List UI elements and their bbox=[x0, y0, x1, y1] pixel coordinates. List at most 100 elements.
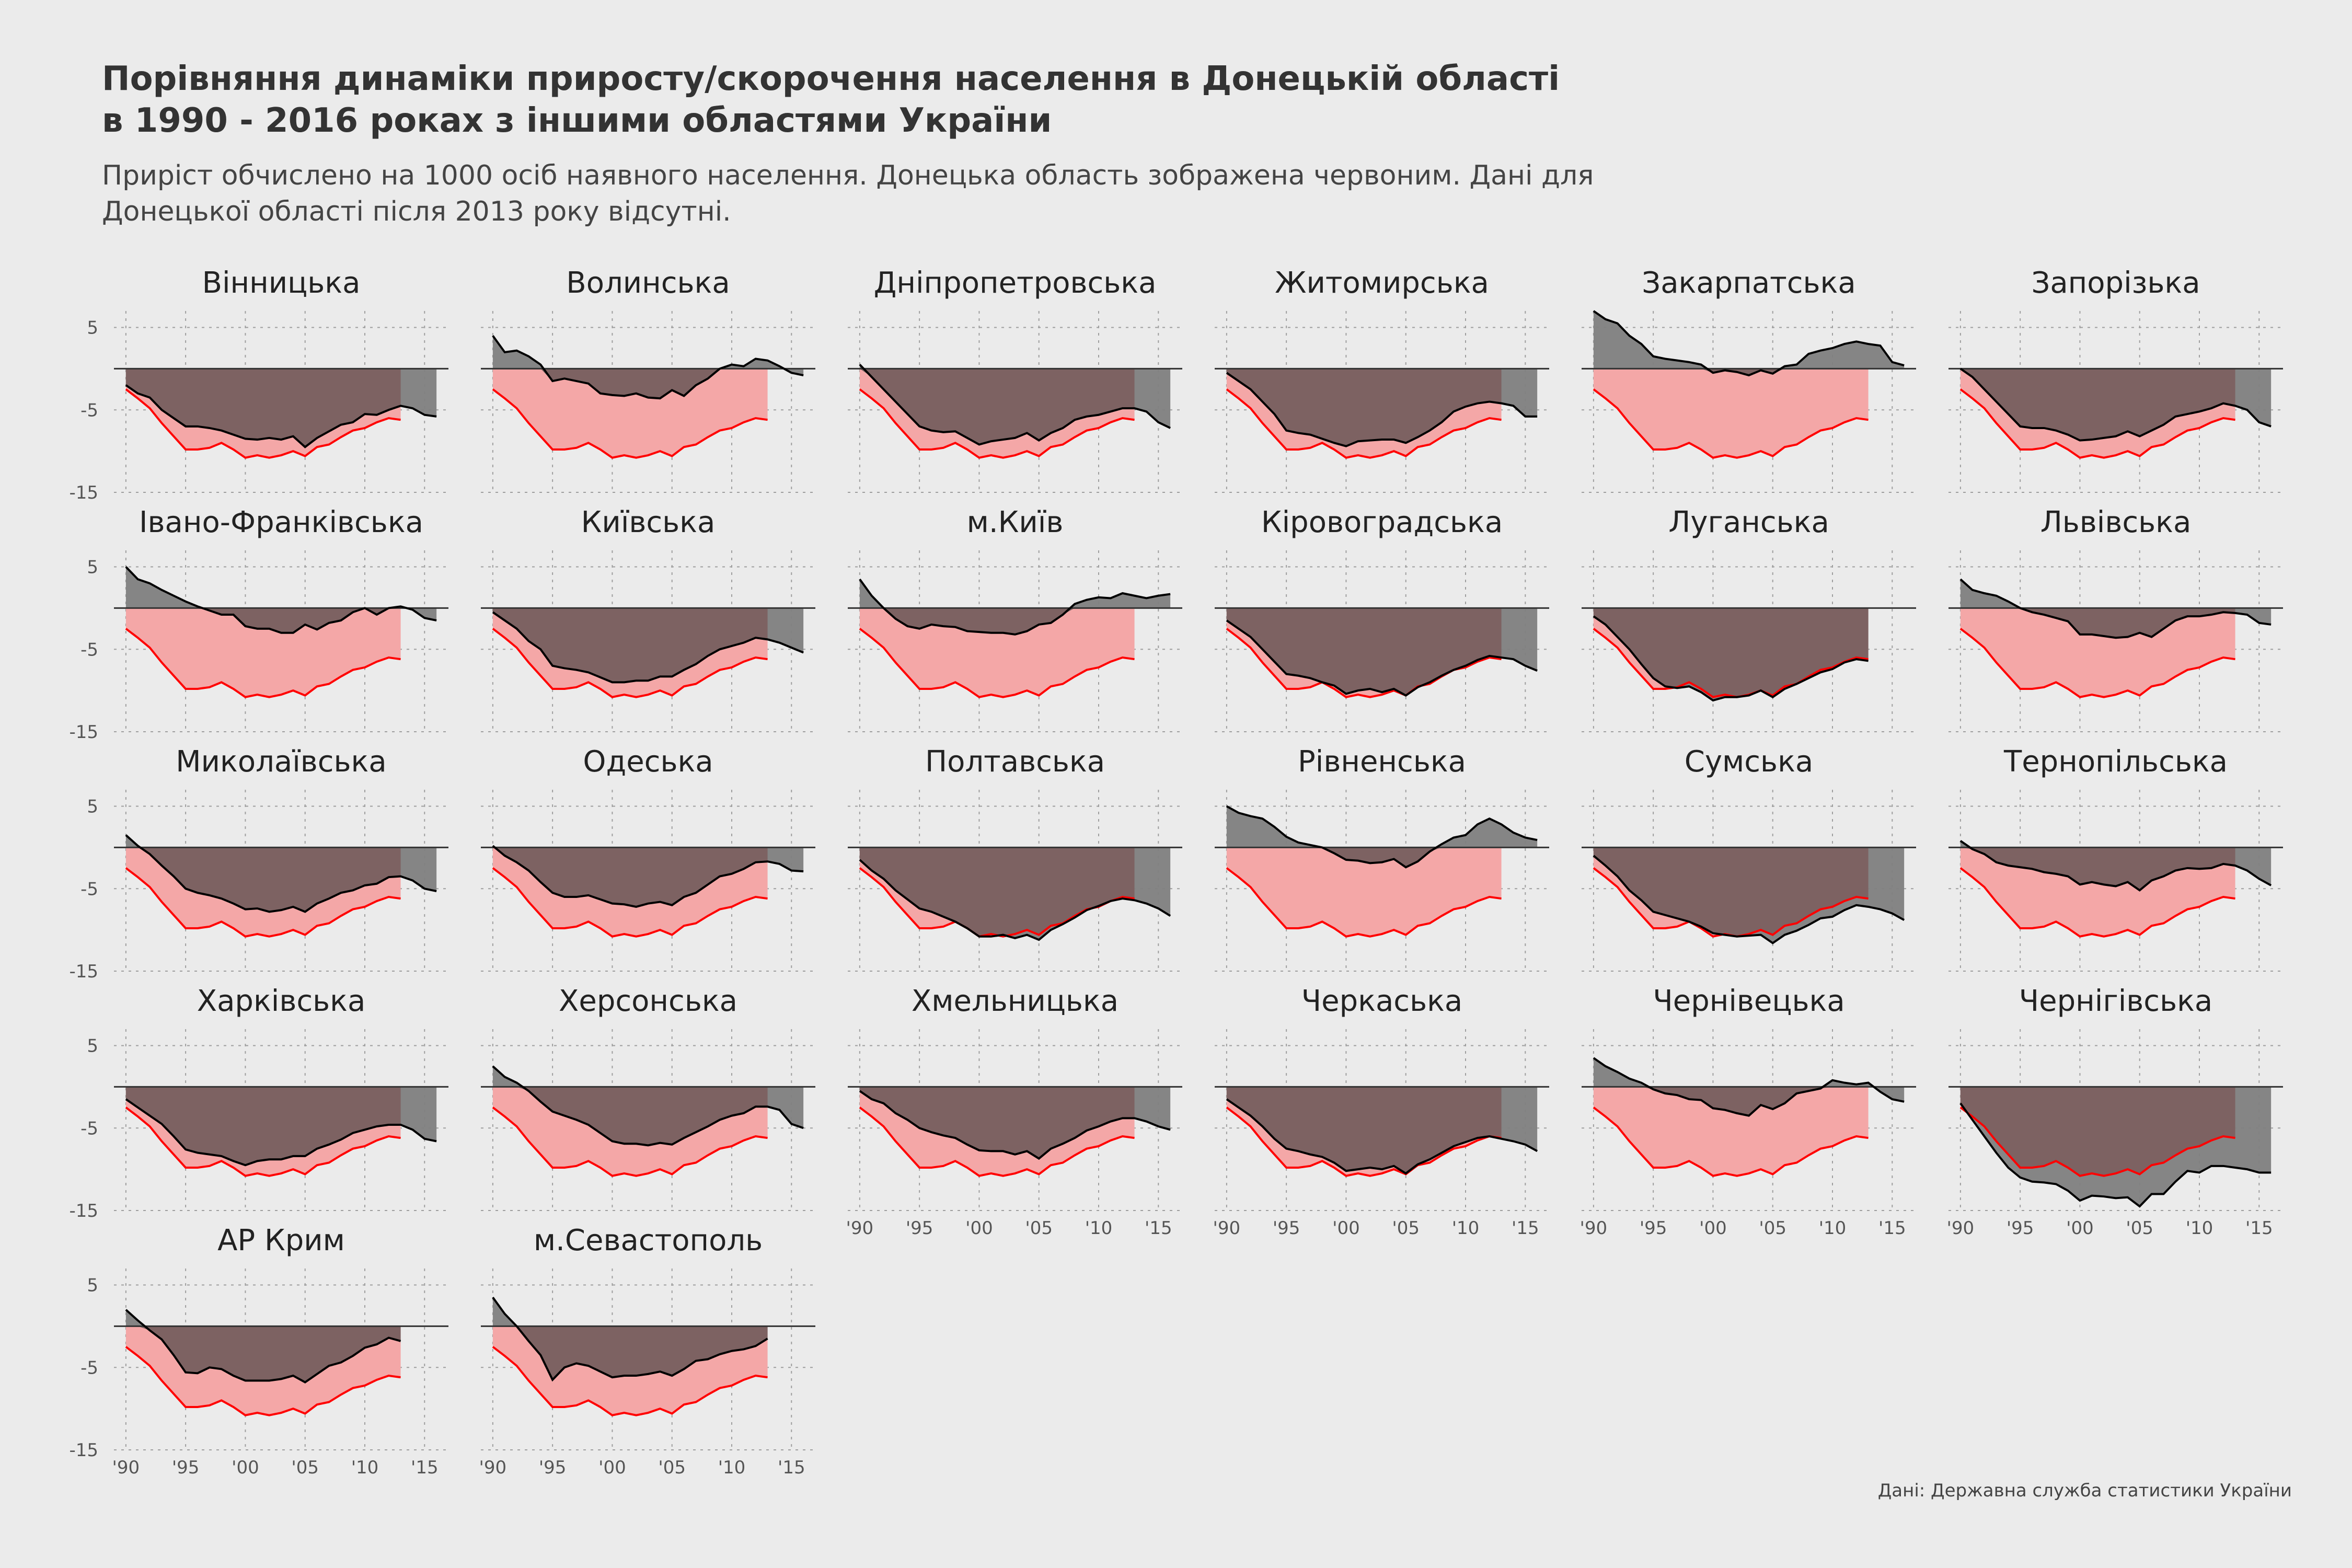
x-tick-label: '00 bbox=[965, 1218, 993, 1239]
panel-22: Черкаська '90 '95 '00 '05 '10 '15 bbox=[1213, 984, 1549, 1239]
panel-7: Івано-Франківська 5 -5 -15 bbox=[69, 505, 448, 743]
donetsk-line bbox=[1959, 388, 2235, 459]
panel-24: Чернігівська '90 '95 '00 '05 '10 '15 bbox=[1947, 984, 2283, 1239]
overlap-area bbox=[1226, 608, 1502, 696]
panel-title: Чернігівська bbox=[2019, 984, 2212, 1018]
region-line bbox=[1226, 619, 1538, 697]
x-tick-label: '90 bbox=[846, 1218, 874, 1239]
donetsk-line bbox=[1593, 388, 1869, 459]
panel-2: Волинська bbox=[481, 266, 815, 493]
panel-title: м.Севастополь bbox=[534, 1224, 763, 1258]
panel-title: м.Київ bbox=[967, 505, 1064, 539]
x-tick-label: '10 bbox=[351, 1457, 379, 1478]
x-tick-label: '05 bbox=[658, 1457, 686, 1478]
region-line bbox=[1226, 805, 1538, 869]
panel-title: Запорізька bbox=[2031, 266, 2200, 300]
donetsk-area bbox=[125, 608, 401, 697]
y-tick-label: -15 bbox=[69, 1440, 98, 1461]
region-line bbox=[1959, 840, 2272, 892]
y-tick-label: 5 bbox=[87, 318, 98, 339]
x-tick-label: '00 bbox=[1332, 1218, 1360, 1239]
region-line bbox=[492, 335, 804, 400]
donetsk-line bbox=[1959, 867, 2235, 938]
x-tick-label: '00 bbox=[232, 1457, 259, 1478]
x-tick-label: '15 bbox=[411, 1457, 439, 1478]
y-tick-label: -15 bbox=[69, 482, 98, 503]
region-line bbox=[859, 364, 1171, 446]
overlap-area bbox=[859, 1087, 1135, 1159]
panel-10: Кіровоградська bbox=[1215, 505, 1549, 732]
overlap-area bbox=[1226, 368, 1502, 446]
x-tick-label: '90 bbox=[1213, 1218, 1241, 1239]
donetsk-line bbox=[859, 628, 1135, 698]
overlap-area bbox=[1226, 1087, 1502, 1174]
donetsk-line bbox=[125, 388, 401, 459]
donetsk-line bbox=[1959, 628, 2235, 698]
region-line bbox=[125, 384, 437, 448]
x-tick-label: '95 bbox=[172, 1457, 200, 1478]
region-line bbox=[1226, 372, 1538, 447]
panel-title: Чернівецька bbox=[1653, 984, 1844, 1018]
x-tick-label: '10 bbox=[2186, 1218, 2213, 1239]
chart-title-line-2: в 1990 - 2016 роках з іншими областями У… bbox=[102, 101, 1052, 140]
y-tick-label: 5 bbox=[87, 1036, 98, 1057]
donetsk-line bbox=[492, 867, 768, 938]
panel-15: Полтавська bbox=[848, 745, 1182, 972]
region-line bbox=[1959, 367, 2272, 442]
x-tick-label: '15 bbox=[778, 1457, 805, 1478]
panel-13: Миколаївська 5 -5 -15 bbox=[69, 745, 448, 982]
panel-title: АР Крим bbox=[217, 1224, 345, 1258]
y-tick-label: 5 bbox=[87, 557, 98, 578]
donetsk-line bbox=[125, 1106, 401, 1177]
x-tick-label: '15 bbox=[1878, 1218, 1906, 1239]
panel-18: Тернопільська bbox=[1949, 745, 2283, 972]
region-line bbox=[1593, 310, 1905, 377]
y-tick-label: 5 bbox=[87, 797, 98, 817]
donetsk-line bbox=[125, 628, 401, 698]
x-tick-label: '10 bbox=[1085, 1218, 1113, 1239]
region-area bbox=[1593, 311, 1905, 376]
donetsk-line bbox=[492, 388, 768, 459]
donetsk-area bbox=[1593, 368, 1869, 458]
x-tick-label: '00 bbox=[1699, 1218, 1727, 1239]
donetsk-line bbox=[125, 867, 401, 938]
panel-25: АР Крим 5 -5 -15 '90 '95 '00 '05 '10 '15 bbox=[69, 1224, 448, 1478]
panel-title: Сумська bbox=[1685, 745, 1813, 779]
y-tick-label: -5 bbox=[80, 400, 98, 421]
panel-5: Закарпатська bbox=[1582, 266, 1916, 493]
y-tick-label: 5 bbox=[87, 1275, 98, 1296]
overlap-area bbox=[859, 847, 1135, 937]
donetsk-line bbox=[1226, 388, 1502, 459]
panel-3: Дніпропетровська bbox=[848, 266, 1182, 493]
x-tick-label: '10 bbox=[1452, 1218, 1480, 1239]
panel-1: Вінницька 5 -5 -15 bbox=[69, 266, 448, 503]
region-line bbox=[492, 611, 804, 684]
overlap-area bbox=[125, 1087, 401, 1166]
y-tick-label: -15 bbox=[69, 722, 98, 743]
panel-title: Вінницька bbox=[202, 266, 361, 300]
y-tick-label: -5 bbox=[80, 1118, 98, 1139]
y-tick-label: -5 bbox=[80, 639, 98, 660]
panel-title: Рівненська bbox=[1298, 745, 1466, 779]
region-line bbox=[1593, 855, 1905, 944]
x-tick-label: '90 bbox=[1580, 1218, 1608, 1239]
region-line bbox=[1593, 1057, 1905, 1117]
panel-12: Львівська bbox=[1949, 505, 2283, 732]
region-line bbox=[125, 1309, 401, 1384]
x-tick-label: '95 bbox=[2007, 1218, 2034, 1239]
region-line bbox=[492, 1297, 768, 1382]
chart-title-line-1: Порівняння динаміки приросту/скорочення … bbox=[102, 60, 1560, 98]
x-tick-label: '95 bbox=[1273, 1218, 1300, 1239]
region-line bbox=[125, 1098, 437, 1167]
panel-title: Івано-Франківська bbox=[139, 505, 423, 539]
panel-8: Київська bbox=[481, 505, 815, 732]
region-line bbox=[125, 566, 437, 634]
x-tick-label: '05 bbox=[1025, 1218, 1053, 1239]
donetsk-line bbox=[1226, 867, 1502, 938]
overlap-area bbox=[492, 847, 768, 907]
donetsk-area bbox=[1226, 847, 1502, 937]
panel-19: Харківська 5 -5 -15 bbox=[69, 984, 448, 1221]
donetsk-line bbox=[492, 1106, 768, 1177]
